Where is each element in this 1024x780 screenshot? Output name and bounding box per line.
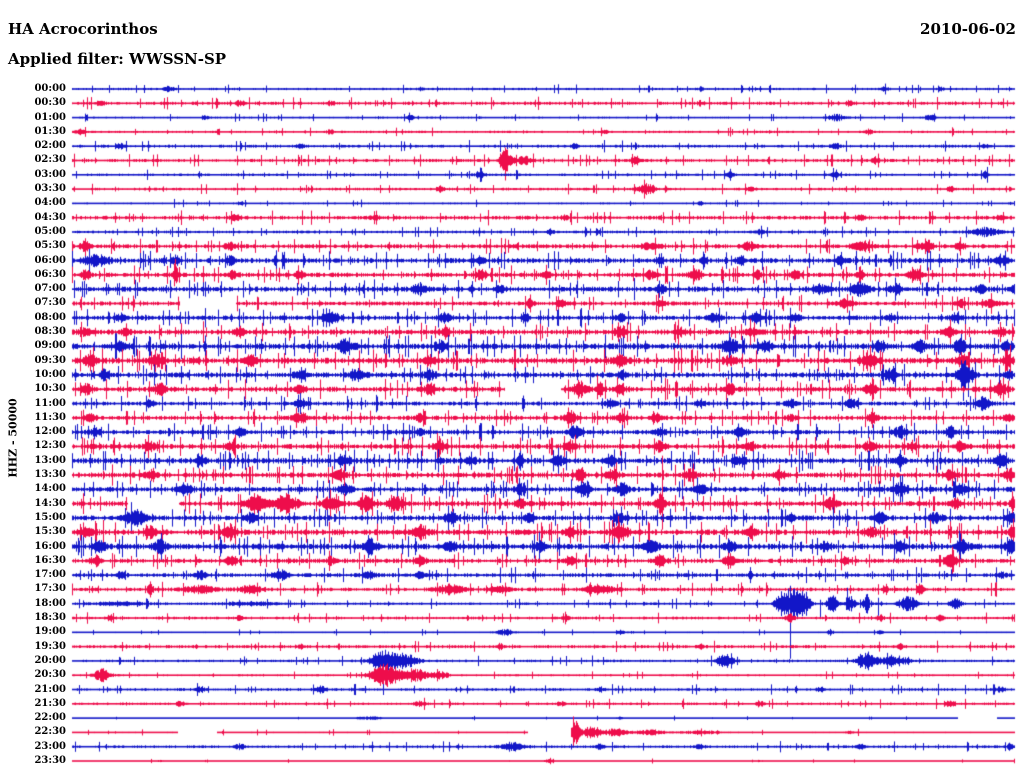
time-label: 06:00 — [34, 254, 66, 266]
time-label: 14:00 — [34, 483, 66, 495]
time-label: 04:30 — [34, 211, 66, 223]
time-label: 07:00 — [34, 283, 66, 295]
time-label: 21:30 — [34, 697, 66, 709]
record-date: 2010-06-02 — [920, 20, 1016, 38]
time-label: 03:00 — [34, 168, 66, 180]
time-label: 13:30 — [34, 469, 66, 481]
time-label: 17:30 — [34, 583, 66, 595]
time-label: 17:00 — [34, 569, 66, 581]
time-label: 08:30 — [34, 326, 66, 338]
time-label: 07:30 — [34, 297, 66, 309]
time-label: 16:00 — [34, 540, 66, 552]
time-label: 01:00 — [34, 111, 66, 123]
time-label: 12:30 — [34, 440, 66, 452]
time-label: 19:30 — [34, 640, 66, 652]
time-label: 10:00 — [34, 368, 66, 380]
time-label: 13:00 — [34, 454, 66, 466]
time-label: 22:30 — [34, 726, 66, 738]
time-label: 15:30 — [34, 526, 66, 538]
time-label: 09:00 — [34, 340, 66, 352]
time-label: 11:00 — [34, 397, 66, 409]
time-label: 05:30 — [34, 240, 66, 252]
time-label: 16:30 — [34, 554, 66, 566]
time-label: 23:00 — [34, 740, 66, 752]
station-title: HA Acrocorinthos — [8, 20, 158, 38]
time-label: 10:30 — [34, 383, 66, 395]
time-label: 21:00 — [34, 683, 66, 695]
time-label: 22:00 — [34, 712, 66, 724]
time-label: 03:30 — [34, 183, 66, 195]
time-label: 04:00 — [34, 197, 66, 209]
time-label: 05:00 — [34, 225, 66, 237]
time-label: 00:00 — [34, 83, 66, 94]
time-label: 23:30 — [34, 755, 66, 766]
time-label: 20:30 — [34, 669, 66, 681]
time-label: 00:30 — [34, 97, 66, 109]
time-label: 15:00 — [34, 511, 66, 523]
time-label: 11:30 — [34, 411, 66, 423]
time-label: 08:00 — [34, 311, 66, 323]
time-label: 06:30 — [34, 268, 66, 280]
time-label: 19:00 — [34, 626, 66, 638]
time-label: 14:30 — [34, 497, 66, 509]
time-label: 18:30 — [34, 612, 66, 624]
time-label: 01:30 — [34, 125, 66, 137]
time-label: 20:00 — [34, 654, 66, 666]
time-label: 02:30 — [34, 154, 66, 166]
time-label: 12:00 — [34, 426, 66, 438]
time-label: 18:00 — [34, 597, 66, 609]
applied-filter-label: Applied filter: WWSSN-SP — [8, 50, 227, 68]
time-label: 09:30 — [34, 354, 66, 366]
time-label: 02:00 — [34, 140, 66, 152]
